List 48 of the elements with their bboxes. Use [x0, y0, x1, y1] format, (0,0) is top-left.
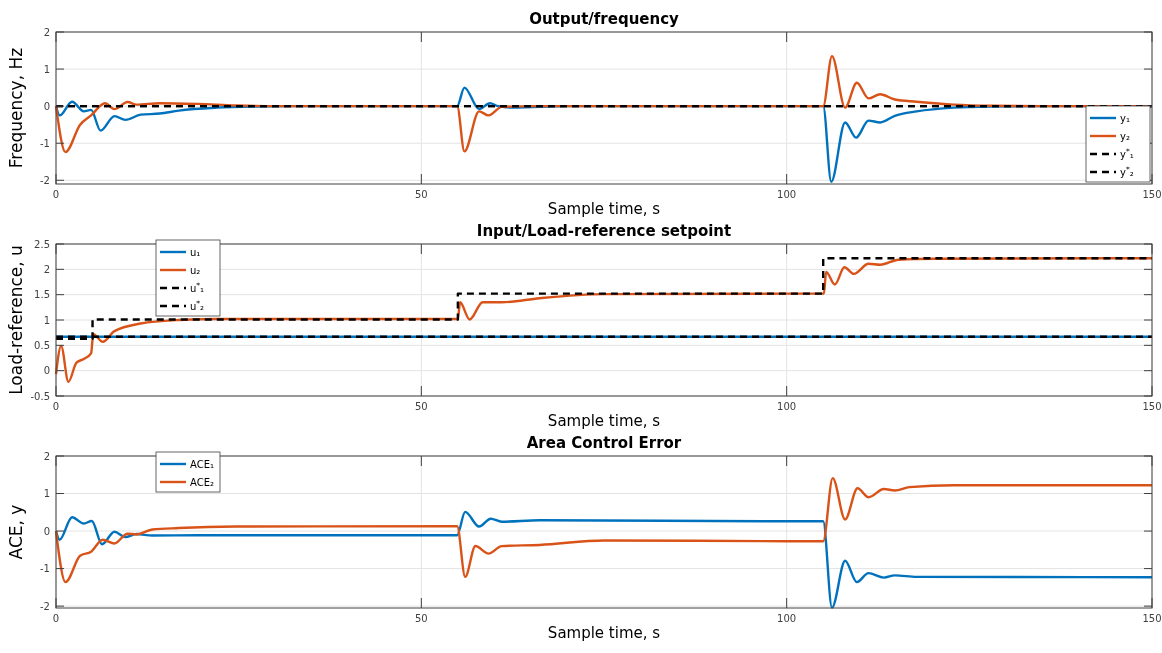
y-axis-title: ACE, y: [6, 504, 26, 560]
y-tick-label: 2: [43, 263, 50, 275]
legend-label: y₁: [1120, 113, 1130, 124]
y-tick-label: 1: [43, 488, 50, 500]
y-tick-label: 1.5: [34, 289, 50, 301]
y-tick-label: 0: [43, 100, 50, 112]
y-tick-label: 1: [43, 63, 50, 75]
x-tick-label: 100: [777, 613, 797, 624]
x-tick-label: 50: [414, 401, 428, 412]
y-tick-label: 0.5: [34, 339, 50, 351]
x-tick-label: 100: [777, 401, 797, 412]
y-tick-label: -0.5: [30, 390, 50, 402]
y-tick-label: 1: [43, 314, 50, 326]
x-tick-label: 0: [52, 401, 60, 412]
legend-label: y₂: [1120, 131, 1130, 142]
y-tick-label: 2: [43, 26, 50, 38]
chart-title: Input/Load-reference setpoint: [476, 222, 732, 240]
x-tick-label: 0: [52, 613, 60, 624]
x-axis-title: Sample time, s: [547, 624, 661, 642]
y-tick-label: 0: [43, 525, 50, 537]
y-tick-label: 2.5: [34, 238, 50, 250]
y-tick-label: 0: [43, 365, 50, 377]
y-tick-label: 2: [43, 450, 50, 462]
legend-label: y$^{*}$₁: [1120, 146, 1134, 160]
x-tick-label: 150: [1142, 189, 1162, 200]
y-axis-title: Load-reference, u: [6, 245, 26, 395]
x-axis-title: Sample time, s: [547, 200, 661, 218]
chart-title: Output/frequency: [529, 10, 680, 28]
x-tick-label: 100: [777, 189, 797, 200]
y-tick-label: -1: [40, 137, 50, 149]
x-tick-label: 50: [414, 189, 428, 200]
x-tick-label: 150: [1142, 613, 1162, 624]
legend-label: y$^{*}$₂: [1120, 164, 1134, 178]
legend-label: ACE₁: [190, 459, 214, 470]
legend-label: u$^{*}$₁: [190, 280, 205, 294]
y-tick-label: -1: [40, 563, 50, 575]
x-tick-label: 150: [1142, 401, 1162, 412]
legend-label: u₁: [190, 247, 201, 258]
x-axis-title: Sample time, s: [547, 412, 661, 430]
x-tick-label: 0: [52, 189, 60, 200]
chart-title: Area Control Error: [526, 434, 682, 452]
legend-label: u$^{*}$₂: [190, 298, 205, 312]
x-tick-label: 50: [414, 613, 428, 624]
legend-label: u₂: [190, 265, 201, 276]
y-tick-label: -2: [40, 600, 50, 612]
y-axis-title: Frequency, Hz: [6, 47, 26, 169]
legend-label: ACE₂: [190, 477, 214, 488]
y-tick-label: -2: [40, 174, 50, 186]
